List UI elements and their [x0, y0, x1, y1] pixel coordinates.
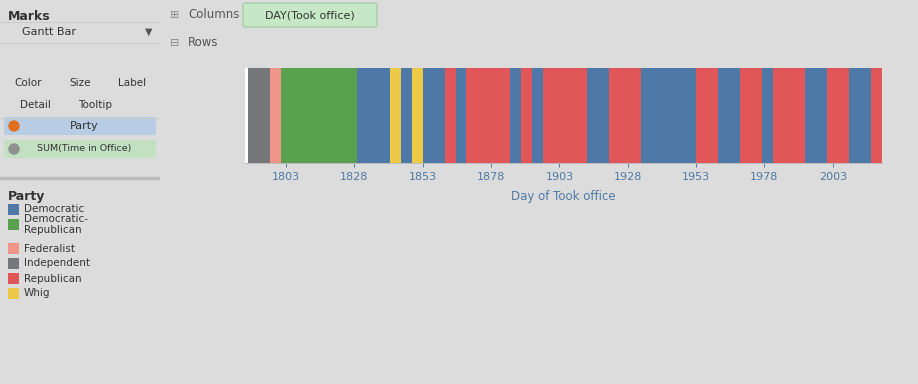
- Text: Detail: Detail: [19, 100, 50, 110]
- FancyBboxPatch shape: [243, 3, 377, 27]
- Text: Whig: Whig: [24, 288, 50, 298]
- Bar: [8, 288, 19, 299]
- Text: DAY(Took office): DAY(Took office): [265, 10, 355, 20]
- Bar: [8, 204, 19, 215]
- Bar: [794, 68, 805, 164]
- Bar: [805, 68, 827, 164]
- Bar: [412, 68, 415, 164]
- Text: Party: Party: [70, 121, 98, 131]
- Bar: [415, 68, 422, 164]
- Text: Democratic-
Republican: Democratic- Republican: [24, 214, 88, 235]
- Bar: [346, 68, 357, 164]
- Bar: [849, 68, 871, 164]
- Text: ▼: ▼: [144, 27, 152, 37]
- Bar: [4, 140, 156, 158]
- Bar: [433, 68, 444, 164]
- Bar: [615, 68, 631, 164]
- Bar: [675, 68, 696, 164]
- Bar: [642, 68, 675, 164]
- Bar: [740, 68, 756, 164]
- Bar: [302, 68, 324, 164]
- Bar: [696, 68, 718, 164]
- Bar: [281, 68, 302, 164]
- X-axis label: Day of Took office: Day of Took office: [511, 190, 616, 204]
- Bar: [543, 68, 555, 164]
- Bar: [499, 68, 500, 164]
- Bar: [401, 68, 412, 164]
- Bar: [390, 68, 401, 164]
- Bar: [444, 68, 456, 164]
- Circle shape: [9, 144, 19, 154]
- Bar: [871, 68, 882, 164]
- Bar: [357, 68, 379, 164]
- Bar: [8, 258, 19, 269]
- Text: Marks: Marks: [8, 10, 50, 23]
- Text: Size: Size: [69, 78, 91, 88]
- Bar: [609, 68, 615, 164]
- Bar: [248, 68, 270, 164]
- Bar: [756, 68, 762, 164]
- Bar: [827, 68, 849, 164]
- Text: SUM(Time in Office): SUM(Time in Office): [37, 144, 131, 154]
- Bar: [510, 68, 521, 164]
- Text: Republican: Republican: [24, 273, 82, 283]
- Text: Independent: Independent: [24, 258, 90, 268]
- Bar: [762, 68, 773, 164]
- Text: ⊞: ⊞: [170, 10, 179, 20]
- Bar: [631, 68, 642, 164]
- Text: Party: Party: [8, 190, 45, 203]
- Bar: [521, 68, 532, 164]
- Bar: [587, 68, 609, 164]
- Bar: [270, 68, 281, 164]
- Bar: [576, 68, 587, 164]
- Text: Rows: Rows: [188, 36, 218, 50]
- Bar: [324, 68, 346, 164]
- Text: Democratic: Democratic: [24, 205, 84, 215]
- Bar: [456, 68, 466, 164]
- Circle shape: [9, 121, 19, 131]
- Bar: [466, 68, 488, 164]
- Bar: [422, 68, 433, 164]
- Bar: [8, 243, 19, 254]
- Text: ⊟: ⊟: [170, 38, 179, 48]
- Text: Federalist: Federalist: [24, 243, 75, 253]
- Bar: [555, 68, 576, 164]
- Bar: [718, 68, 725, 164]
- Bar: [500, 68, 510, 164]
- Text: Color: Color: [15, 78, 41, 88]
- Text: Tooltip: Tooltip: [78, 100, 112, 110]
- Bar: [725, 68, 740, 164]
- Text: Label: Label: [118, 78, 146, 88]
- Bar: [8, 219, 19, 230]
- Bar: [488, 68, 499, 164]
- Bar: [773, 68, 794, 164]
- Bar: [4, 117, 156, 135]
- Bar: [379, 68, 390, 164]
- Bar: [532, 68, 543, 164]
- Text: Gantt Bar: Gantt Bar: [22, 27, 76, 37]
- Bar: [8, 273, 19, 284]
- Text: Columns: Columns: [188, 8, 240, 22]
